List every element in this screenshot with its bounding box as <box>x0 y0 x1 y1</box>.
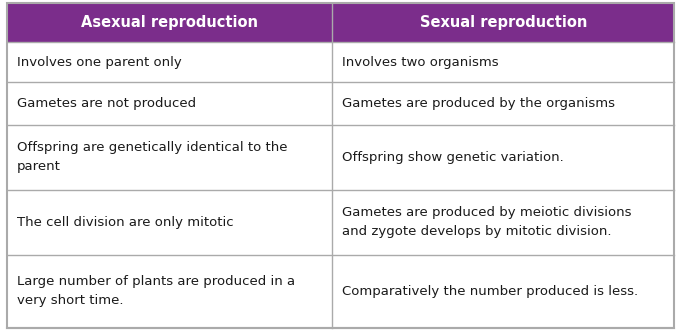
Bar <box>332 42 674 82</box>
Text: Gametes are produced by the organisms: Gametes are produced by the organisms <box>343 97 616 110</box>
Text: The cell division are only mitotic: The cell division are only mitotic <box>17 216 234 229</box>
Text: Involves one parent only: Involves one parent only <box>17 56 182 69</box>
Bar <box>332 255 674 328</box>
Text: Comparatively the number produced is less.: Comparatively the number produced is les… <box>343 285 639 298</box>
Text: Gametes are not produced: Gametes are not produced <box>17 97 196 110</box>
Text: Asexual reproduction: Asexual reproduction <box>81 15 258 30</box>
Bar <box>332 125 674 190</box>
Bar <box>7 255 332 328</box>
Text: Offspring show genetic variation.: Offspring show genetic variation. <box>343 151 565 164</box>
Bar <box>7 190 332 255</box>
Bar <box>7 125 332 190</box>
Text: Offspring are genetically identical to the
parent: Offspring are genetically identical to t… <box>17 141 287 173</box>
Bar <box>7 42 332 82</box>
Text: Sexual reproduction: Sexual reproduction <box>419 15 587 30</box>
Bar <box>332 3 674 42</box>
Bar <box>332 82 674 125</box>
Text: Gametes are produced by meiotic divisions
and zygote develops by mitotic divisio: Gametes are produced by meiotic division… <box>343 206 632 238</box>
Bar <box>7 82 332 125</box>
Text: Large number of plants are produced in a
very short time.: Large number of plants are produced in a… <box>17 275 295 307</box>
Bar <box>332 190 674 255</box>
Text: Involves two organisms: Involves two organisms <box>343 56 499 69</box>
Bar <box>7 3 332 42</box>
